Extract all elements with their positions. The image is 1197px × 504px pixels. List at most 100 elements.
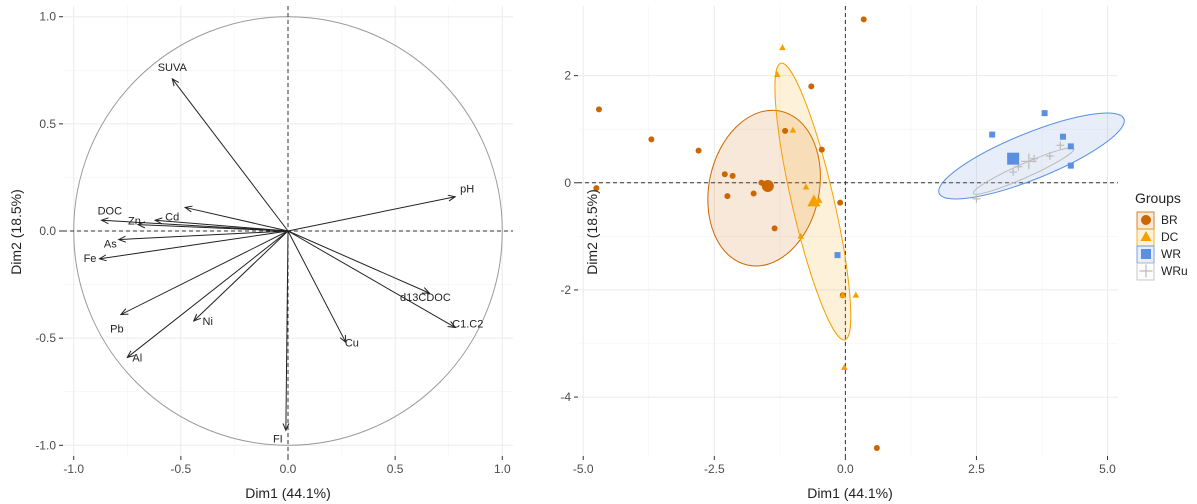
point-dc — [841, 364, 848, 371]
point-br — [873, 444, 880, 451]
point-br — [595, 106, 602, 113]
point-br — [729, 172, 736, 179]
vector-arrow-as — [119, 230, 289, 240]
individuals-x-axis-label: Dim1 (44.1%) — [807, 485, 893, 501]
centroid-br — [761, 180, 774, 192]
y-tick-label: 1.0 — [39, 10, 56, 24]
point-br — [750, 190, 757, 197]
ellipse-wr — [938, 112, 1125, 200]
vector-arrow-pb — [121, 230, 289, 315]
point-dc — [797, 232, 805, 239]
vector-label-as: As — [104, 239, 117, 251]
legend-label-br: BR — [1161, 213, 1178, 227]
point-wru — [1056, 141, 1065, 150]
variables-y-axis-label: Dim2 (18.5%) — [8, 189, 24, 275]
legend-key-wru — [1139, 264, 1153, 278]
point-wru — [1009, 168, 1018, 176]
vector-label-pb: Pb — [110, 324, 123, 336]
legend-label-wru: WRu — [1161, 264, 1188, 278]
ellipse-wru — [972, 147, 1075, 195]
individuals-zero-lines — [578, 6, 1118, 456]
vector-label-al: Al — [132, 352, 142, 364]
legend-label-wr: WR — [1161, 247, 1181, 261]
vector-label-suva: SUVA — [158, 62, 188, 74]
x-tick-label: -2.5 — [704, 462, 725, 476]
vector-arrow-fi — [286, 230, 288, 430]
centroid-wr — [1007, 152, 1020, 165]
legend-items: BR DC WR WRu — [1136, 211, 1188, 281]
point-br — [860, 16, 867, 23]
individuals-panel: -5.0 -2.5 0.0 2.5 5.0 -4 -2 0 2 Dim1 (44.1%) Dim… — [560, 6, 1125, 501]
legend-title: Groups — [1135, 190, 1181, 206]
point-dc — [852, 291, 860, 298]
vector-arrow-d13cdoc — [287, 230, 429, 293]
point-dc — [839, 291, 847, 298]
variables-panel: -1.0 -0.5 0.0 0.5 1.0 -1.0 -0.5 0.0 0.5 1.0 SUVA p… — [8, 6, 513, 501]
variable-vectors: SUVA pH DOC Cd Zn As Fe Pb Ni Al FI Cu d13CDOC C1.C2 — [84, 62, 484, 445]
centroid-wru — [1021, 153, 1037, 170]
vector-arrow-unlabeled — [185, 207, 289, 232]
legend-key-br — [1141, 215, 1151, 225]
point-wr — [1041, 110, 1048, 117]
vector-arrow-ni — [194, 230, 289, 321]
point-br — [808, 83, 815, 90]
x-tick-label: -1.0 — [63, 462, 84, 476]
vector-arrow-zn — [138, 225, 289, 232]
point-dc — [779, 44, 786, 51]
y-tick-label: -0.5 — [35, 331, 56, 345]
x-tick-label: 0.0 — [837, 462, 854, 476]
point-wru — [1045, 152, 1054, 160]
vector-arrow-c1-c2 — [287, 230, 455, 327]
vector-label-ph: pH — [460, 184, 474, 196]
vector-arrow-cu — [287, 230, 346, 342]
group-centroids — [761, 152, 1037, 207]
point-br — [724, 193, 731, 200]
legend-key-wr — [1141, 249, 1151, 259]
vector-arrow-ph — [287, 197, 455, 232]
y-tick-label: -4 — [560, 390, 571, 404]
legend-key-dc — [1140, 231, 1152, 241]
point-wr — [1059, 133, 1066, 140]
vector-label-cu: Cu — [345, 337, 359, 349]
vector-label-cd: Cd — [165, 211, 179, 223]
x-tick-label: -5.0 — [573, 462, 594, 476]
point-dc — [802, 183, 810, 190]
individuals-grid — [578, 6, 1118, 456]
individuals-ticks: -5.0 -2.5 0.0 2.5 5.0 -4 -2 0 2 — [560, 69, 1116, 476]
vector-label-c1-c2: C1.C2 — [452, 318, 483, 330]
y-tick-label: -2 — [560, 283, 571, 297]
x-tick-label: 0.0 — [280, 462, 297, 476]
individuals-plot-background — [578, 6, 1118, 456]
point-br — [782, 127, 789, 134]
point-wru — [972, 194, 981, 203]
vector-label-ni: Ni — [203, 316, 213, 328]
point-br — [818, 146, 825, 153]
vector-arrow-al — [127, 230, 289, 357]
point-br — [837, 199, 844, 206]
legend: Groups BR DC WR WRu — [1135, 190, 1188, 281]
variables-x-axis-label: Dim1 (44.1%) — [245, 485, 331, 501]
y-tick-label: 0.5 — [39, 117, 56, 131]
centroid-dc — [807, 194, 821, 207]
vector-label-fe: Fe — [84, 253, 97, 265]
x-tick-label: 0.5 — [387, 462, 404, 476]
x-tick-label: 5.0 — [1099, 462, 1116, 476]
point-dc — [773, 70, 781, 77]
point-br — [593, 185, 600, 192]
point-wr — [989, 131, 996, 138]
vector-label-d13cdoc: d13CDOC — [400, 292, 451, 304]
vector-arrow-fe — [99, 230, 289, 259]
vector-label-fi: FI — [273, 433, 283, 445]
x-tick-label: 2.5 — [968, 462, 985, 476]
point-wr — [834, 252, 841, 259]
vector-label-zn: Zn — [128, 216, 141, 228]
variables-ticks: -1.0 -0.5 0.0 0.5 1.0 -1.0 -0.5 0.0 0.5 1.0 — [35, 10, 511, 476]
point-br — [648, 136, 655, 143]
individuals-y-axis-label: Dim2 (18.5%) — [584, 189, 600, 275]
vector-label-doc: DOC — [98, 205, 123, 217]
point-br — [721, 171, 728, 178]
point-br — [695, 147, 702, 154]
vector-arrow-cd — [155, 220, 289, 232]
point-dc — [789, 126, 797, 133]
